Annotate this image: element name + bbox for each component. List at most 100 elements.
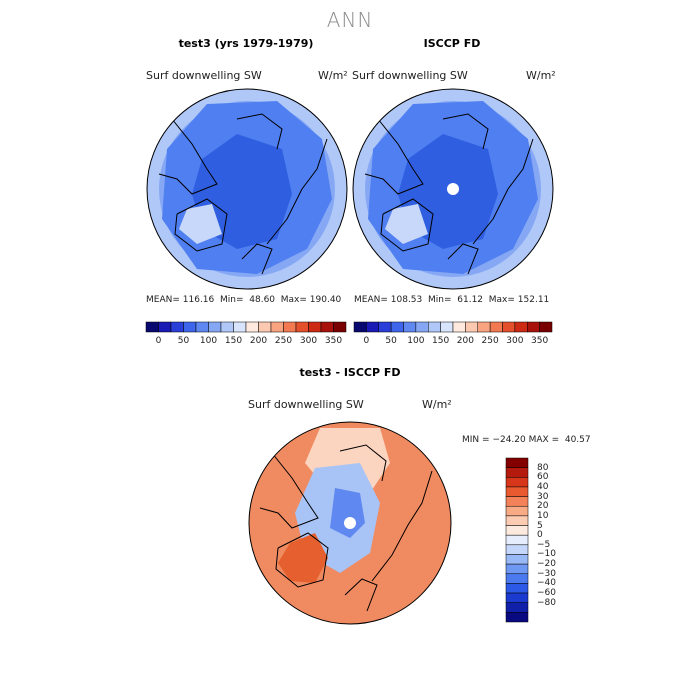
diff-colorbar-swatch [505,592,529,603]
colorbar-swatch [158,321,172,333]
colorbar-swatch [283,321,297,333]
colorbar-swatch [452,321,466,333]
diff-colorbar-tick-label: 30 [537,491,549,502]
colorbar-swatch [477,321,491,333]
panel-2-mean: 108.53 [390,295,423,305]
diff-field-cool-dark [330,488,365,538]
colorbar-swatch [415,321,429,333]
colorbar-swatch [353,321,367,333]
diff-colorbar-swatch [505,467,529,478]
colorbar-swatch [245,321,259,333]
diff-min-label: MIN = [462,435,490,445]
diff-panel-title: test3 - ISCCP FD [299,366,401,379]
diff-colorbar-swatch [505,505,529,517]
colorbar-swatch [270,321,284,333]
panel-2-colorbar [353,321,553,333]
colorbar-tick-label: 250 [481,336,499,346]
colorbar-tick-label: 50 [177,336,190,346]
panel-1-title: test3 (yrs 1979-1979) [178,37,314,50]
panel-2-min: 61.12 [457,295,484,305]
diff-coastline-alaska [339,444,387,482]
panel-2-units: W/m² [526,69,556,82]
panel-2-colorbar-ticks: 0 50 100 150 200 250 300 350 [354,336,552,348]
coastline-north-america [158,118,218,195]
panel-1-units: W/m² [318,69,348,82]
diff-coastline-scandinavia [344,578,378,612]
panel-2-variable: Surf downwelling SW [352,69,468,82]
diff-colorbar-swatch [505,515,529,526]
panel-1-min-label: Min= [220,295,244,305]
diff-colorbar-swatch [505,525,529,536]
colorbar-tick-label: 300 [506,336,524,346]
panel-1-min: 48.60 [249,295,276,305]
colorbar-tick-label: 150 [224,336,243,346]
coastline-siberia [266,138,328,245]
panel-2-max: 152.11 [517,295,550,305]
diff-colorbar-tick-label: −20 [537,559,556,570]
colorbar-swatch [390,321,404,333]
colorbar-swatch [233,321,247,333]
colorbar-swatch [308,321,322,333]
coastline-greenland [380,198,434,252]
diff-colorbar-tick-label: 40 [537,481,549,492]
colorbar-swatch [502,321,516,333]
pole-hole [447,183,459,195]
panel-2-title: ISCCP FD [423,37,481,50]
diff-colorbar-tick-label: −80 [537,597,556,608]
panel-1-max-label: Max= [280,295,307,305]
colorbar-swatch [514,321,528,333]
diff-colorbar-swatch [505,486,529,497]
diff-pole-hole [344,517,356,529]
diff-colorbar-tick-label: −10 [537,549,556,560]
colorbar-tick-label: 250 [274,336,293,346]
diff-min: −24.20 [492,435,526,445]
colorbar-swatch [295,321,309,333]
colorbar-tick-label: 150 [432,336,450,346]
panel-1-max: 190.40 [309,295,342,305]
diff-colorbar [505,457,529,623]
panel-1-variable: Surf downwelling SW [146,69,262,82]
diff-panel-variable: Surf downwelling SW [248,398,364,411]
panel-1-mean-label: MEAN= [146,295,180,305]
colorbar-swatch [366,321,379,333]
coastline-scandinavia [447,243,479,275]
colorbar-swatch [539,321,553,333]
colorbar-tick-label: 350 [324,336,343,346]
diff-colorbar-tick-label: 0 [537,530,543,541]
colorbar-swatch [220,321,234,333]
colorbar-swatch [145,321,159,333]
diff-colorbar-tick-label: 80 [537,462,549,473]
diff-colorbar-ticks: 80 60 40 30 20 10 5 0 −5 −10 −20 −30 −40 −60 −80 [537,458,577,622]
coastline-siberia [472,138,534,245]
panel-1-mean: 116.16 [182,295,215,305]
panel-1-stats: MEAN= 116.16 Min= 48.60 Max= 190.40 [146,295,341,305]
colorbar-tick-label: 200 [249,336,268,346]
panel-2-stats: MEAN= 108.53 Min= 61.12 Max= 152.11 [354,295,549,305]
diff-colorbar-tick-label: 5 [537,520,543,531]
coastline-north-america [364,118,424,195]
diff-colorbar-swatch [505,612,529,623]
map-field [147,89,347,289]
diff-colorbar-tick-label: 60 [537,472,549,483]
diff-colorbar-tick-label: −40 [537,578,556,589]
diff-colorbar-tick-label: 20 [537,501,549,512]
map-border [352,88,554,290]
diff-colorbar-swatch [505,583,529,594]
colorbar-swatch [489,321,503,333]
map-border [146,88,348,290]
diff-colorbar-tick-label: 10 [537,510,549,521]
diff-map-border [248,421,452,625]
map-field [353,89,553,289]
panel-2-map [352,88,554,290]
coastline-greenland [174,198,228,252]
colorbar-tick-label: 100 [199,336,218,346]
colorbar-swatch [403,321,417,333]
diff-max: 40.57 [564,435,591,445]
colorbar-tick-label: 200 [456,336,474,346]
colorbar-swatch [378,321,392,333]
colorbar-swatch [440,321,454,333]
colorbar-tick-label: 0 [363,336,370,346]
page-title: ANN [326,8,374,32]
greenland-pale [385,204,428,244]
coastline-alaska [442,113,489,150]
